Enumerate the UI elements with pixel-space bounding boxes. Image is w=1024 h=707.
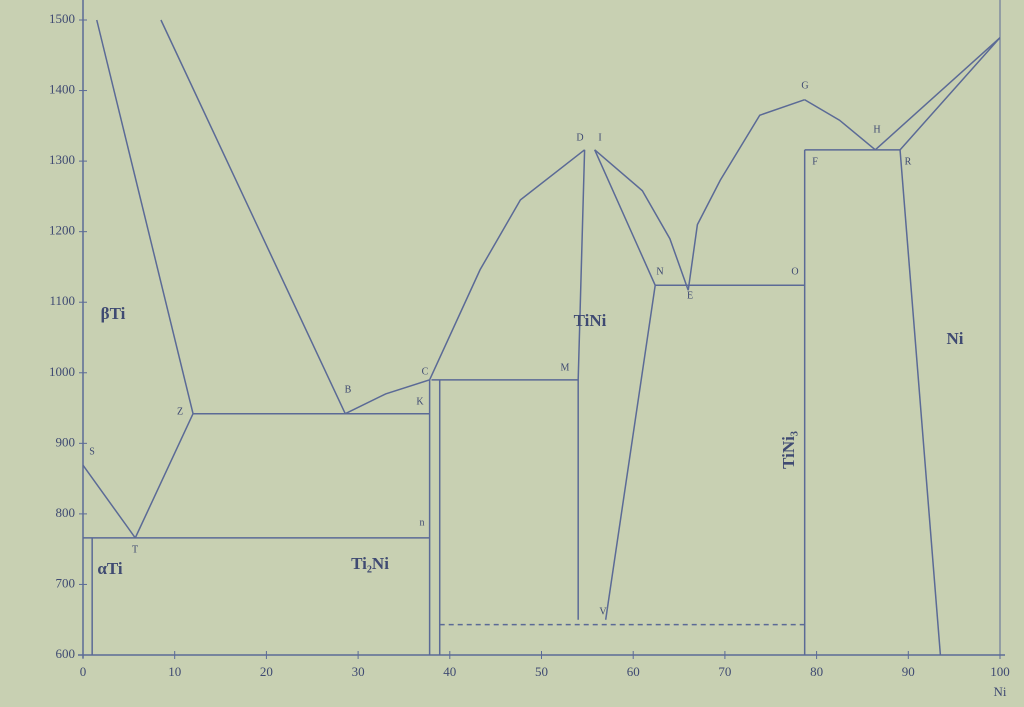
x-axis-label: Ni <box>994 684 1007 699</box>
y-tick-label: 1300 <box>49 152 75 167</box>
phase-boundary <box>344 379 430 415</box>
phase-boundary <box>604 285 656 620</box>
point-label: O <box>791 266 798 277</box>
y-tick-label: 1400 <box>49 82 75 97</box>
point-label: n <box>420 517 425 528</box>
phase-boundary <box>899 149 942 656</box>
point-label: R <box>905 156 912 167</box>
y-tick-label: 1100 <box>49 293 75 308</box>
x-tick-label: 50 <box>535 664 548 679</box>
y-tick-label: 1200 <box>49 223 75 238</box>
region-label: TiNi₃ <box>779 431 798 469</box>
y-tick-label: 1000 <box>49 364 75 379</box>
y-tick-label: 900 <box>56 434 76 449</box>
point-label: B <box>345 384 352 395</box>
x-tick-label: 0 <box>80 664 87 679</box>
point-label: S <box>89 446 95 457</box>
point-label: I <box>598 132 601 143</box>
phase-boundary <box>96 19 194 414</box>
point-label: C <box>422 366 429 377</box>
point-label: N <box>656 266 663 277</box>
point-label: D <box>576 132 583 143</box>
phase-boundary <box>577 149 586 620</box>
phase-boundary <box>594 149 656 286</box>
x-tick-label: 60 <box>627 664 640 679</box>
phase-boundary <box>687 99 805 291</box>
x-tick-label: 10 <box>168 664 181 679</box>
x-tick-label: 100 <box>990 664 1010 679</box>
point-label: H <box>873 124 880 135</box>
x-tick-label: 80 <box>810 664 823 679</box>
phase-boundary <box>82 464 136 539</box>
point-label: E <box>687 290 693 301</box>
phase-boundary <box>134 413 194 539</box>
y-tick-label: 1500 <box>49 11 75 26</box>
phase-boundary <box>899 37 1001 151</box>
phase-boundary <box>594 149 689 291</box>
region-label: Ti₂Ni <box>351 554 389 573</box>
point-label: T <box>132 544 138 555</box>
x-tick-label: 70 <box>718 664 731 679</box>
x-tick-label: 30 <box>352 664 365 679</box>
phase-boundary <box>874 37 1001 151</box>
x-tick-label: 90 <box>902 664 915 679</box>
phase-boundary <box>428 149 586 381</box>
point-label: Z <box>177 406 183 417</box>
point-label: V <box>599 606 607 617</box>
region-label: αTi <box>97 559 123 578</box>
y-tick-label: 600 <box>56 646 76 661</box>
region-label: Ni <box>947 329 964 348</box>
y-tick-label: 800 <box>56 505 76 520</box>
region-label: TiNi <box>574 311 607 330</box>
x-tick-label: 20 <box>260 664 273 679</box>
phase-boundary <box>804 99 876 151</box>
point-label: M <box>561 362 570 373</box>
point-label: G <box>801 80 808 91</box>
point-label: F <box>812 156 818 167</box>
x-tick-label: 40 <box>443 664 456 679</box>
point-label: K <box>416 396 424 407</box>
y-tick-label: 700 <box>56 575 76 590</box>
region-label: βTi <box>101 304 126 323</box>
phase-boundary <box>160 19 346 415</box>
